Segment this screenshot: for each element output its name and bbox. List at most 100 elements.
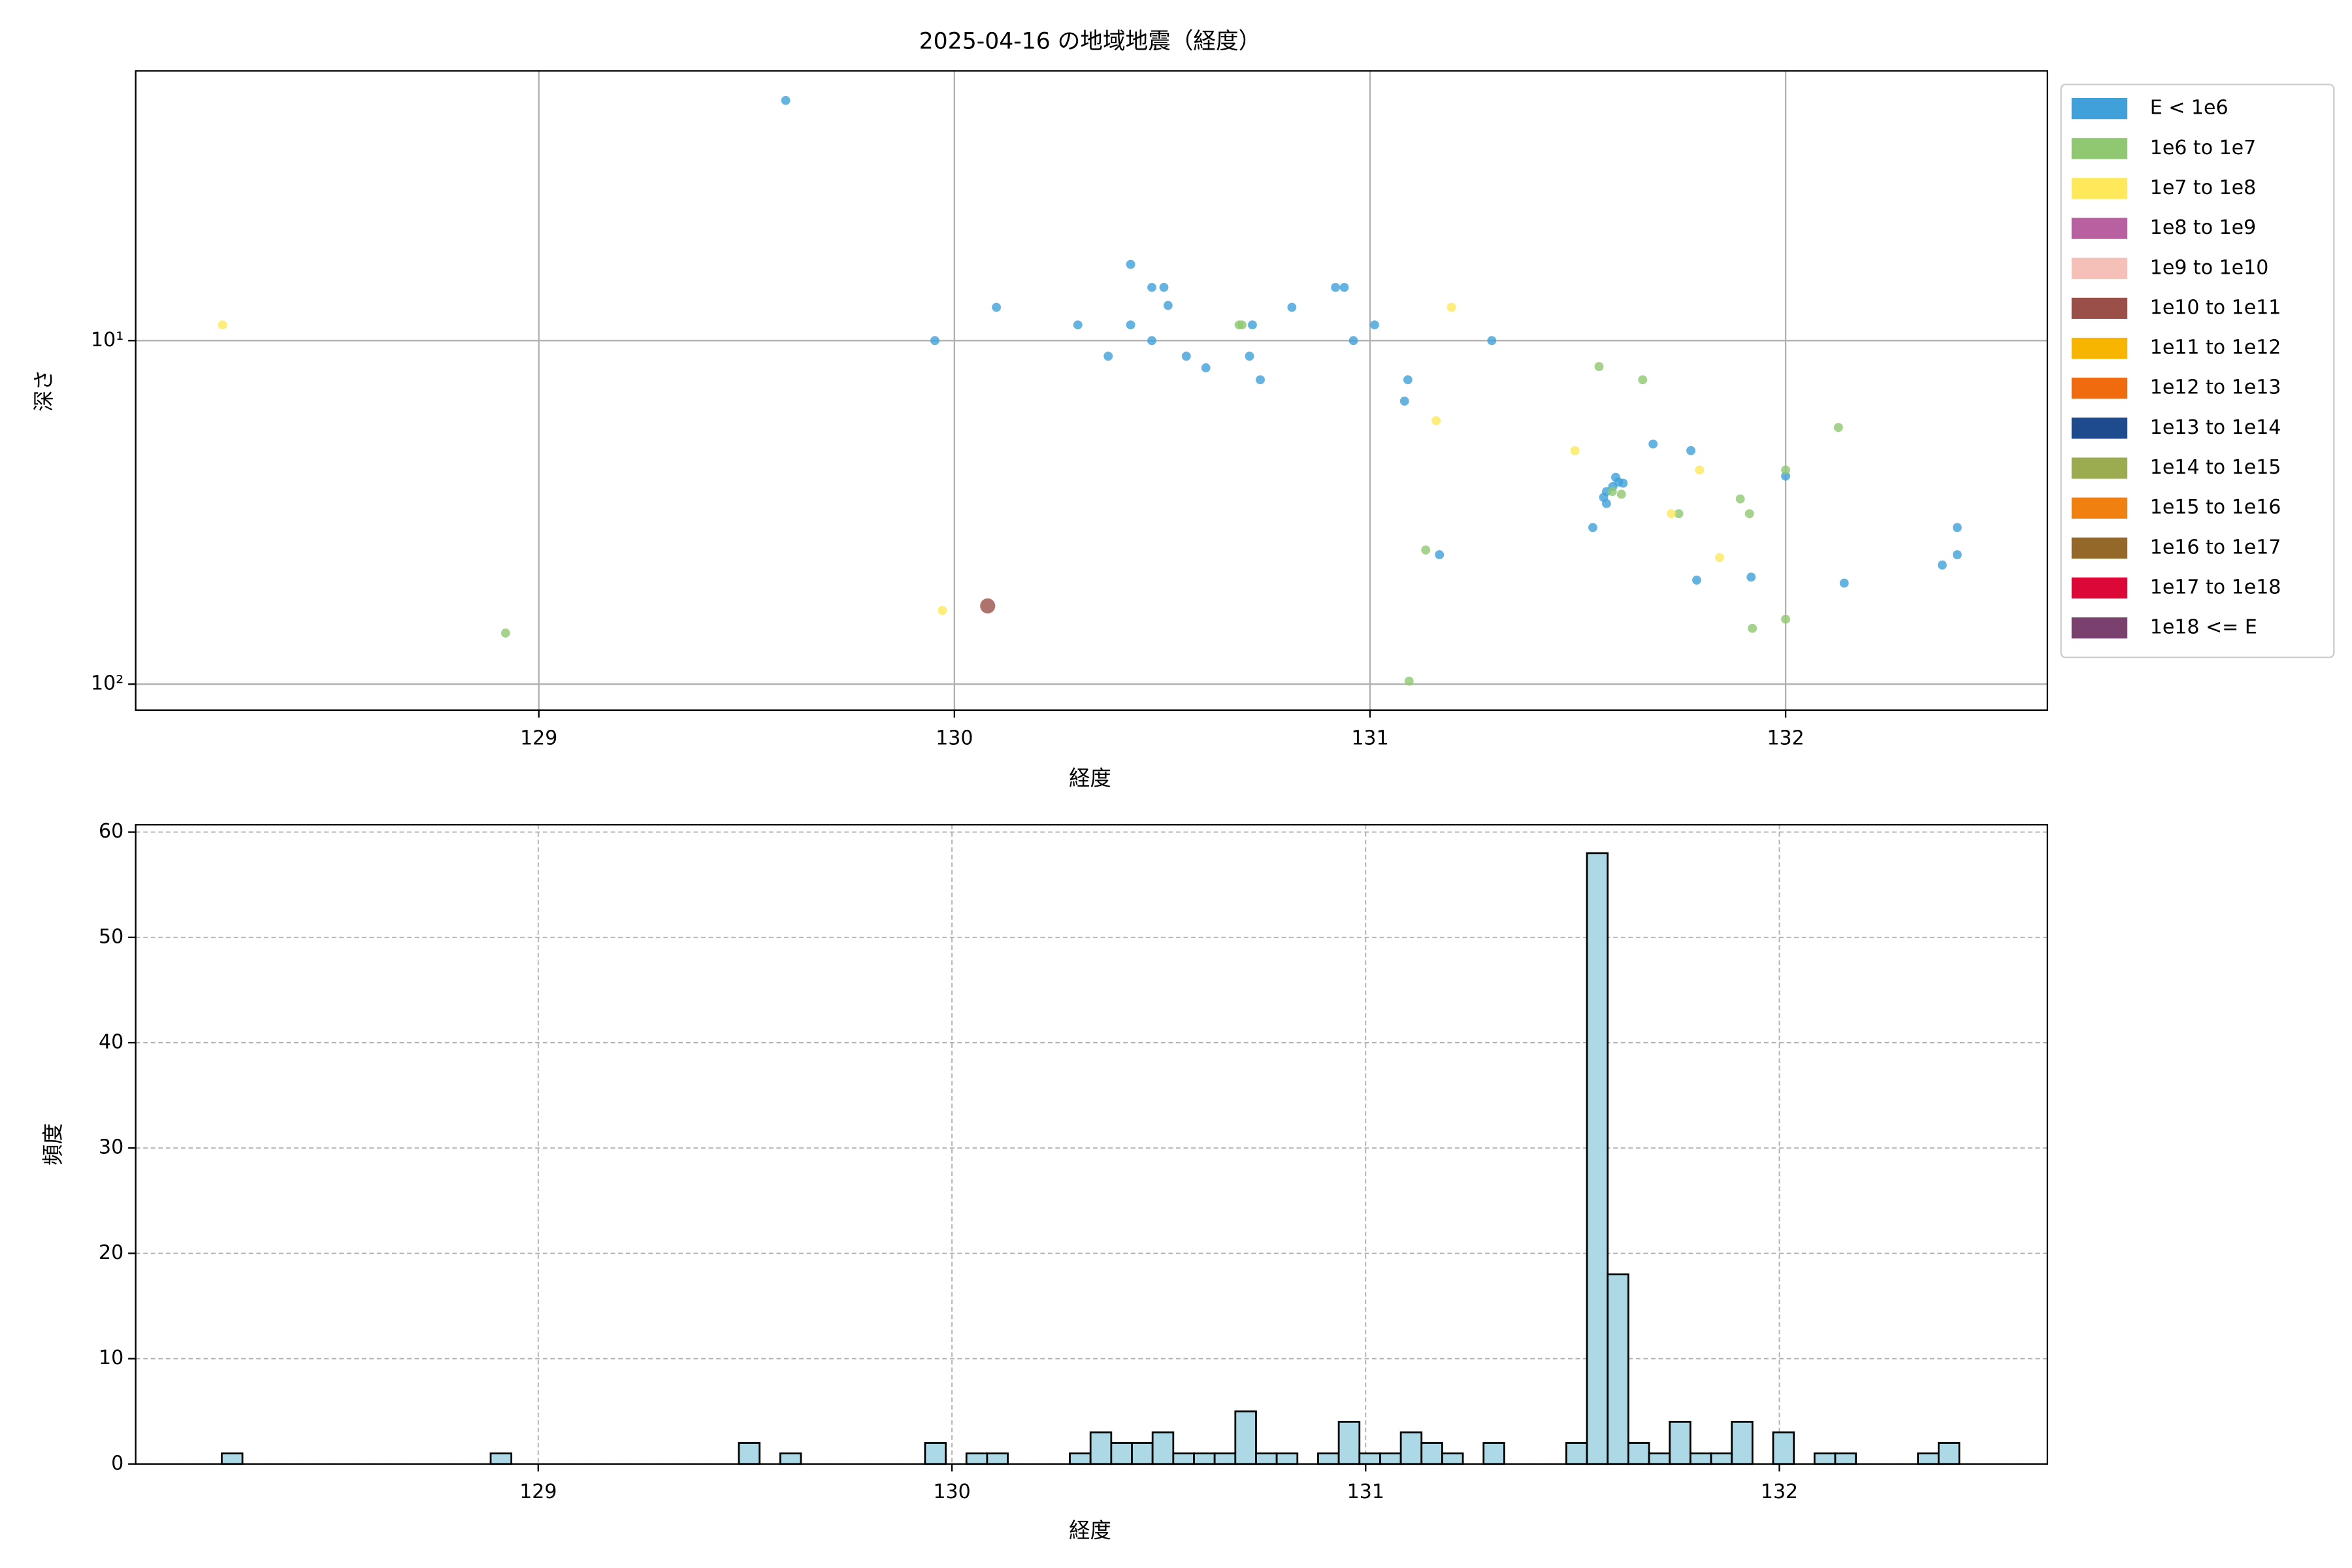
legend-swatch	[2071, 98, 2128, 120]
data-point	[1126, 259, 1135, 269]
data-point	[1607, 487, 1617, 497]
data-point	[992, 302, 1002, 312]
histogram-bar	[738, 1442, 760, 1465]
histogram-bar	[1917, 1452, 1940, 1465]
legend-swatch	[2071, 537, 2128, 559]
histogram-bar	[1275, 1452, 1299, 1465]
histogram-bar	[1669, 1420, 1691, 1465]
data-point	[1781, 614, 1791, 624]
x-tick-label: 131	[1351, 727, 1388, 749]
histogram-bar	[1131, 1442, 1154, 1465]
x-axis-label: 経度	[1069, 1518, 1111, 1543]
legend-label: 1e9 to 1e10	[2150, 256, 2269, 279]
data-point	[1648, 439, 1658, 449]
y-tick-label: 50	[99, 925, 123, 948]
data-point	[1674, 509, 1684, 519]
x-tick-label: 130	[936, 727, 973, 749]
data-point	[1616, 489, 1626, 499]
histogram-bar	[1337, 1420, 1361, 1465]
data-point	[1594, 362, 1604, 371]
legend-label: 1e16 to 1e17	[2150, 536, 2281, 559]
data-point	[218, 320, 227, 330]
data-point	[1404, 676, 1414, 686]
legend-label: 1e11 to 1e12	[2150, 336, 2281, 359]
data-point	[1686, 446, 1695, 455]
histogram-bar	[1069, 1452, 1092, 1465]
histogram-bar	[1358, 1452, 1381, 1465]
data-point	[1588, 523, 1597, 532]
histogram-bar	[1172, 1452, 1195, 1465]
x-tick-label: 132	[1767, 727, 1804, 749]
legend-label: 1e18 <= E	[2150, 616, 2257, 639]
histogram-bar	[924, 1442, 947, 1465]
legend-label: 1e17 to 1e18	[2150, 576, 2281, 599]
data-point	[1245, 351, 1254, 361]
histogram-bar	[1420, 1442, 1443, 1465]
x-tick-label: 130	[933, 1480, 970, 1503]
data-point	[1126, 320, 1135, 330]
legend-swatch	[2071, 457, 2128, 479]
histogram-bar	[221, 1452, 244, 1465]
legend-label: 1e14 to 1e15	[2150, 456, 2281, 479]
y-tick-label: 10¹	[91, 329, 123, 351]
legend-label: 1e13 to 1e14	[2150, 416, 2281, 439]
histogram-bar	[1689, 1452, 1712, 1465]
histogram-bar	[779, 1452, 802, 1465]
y-tick-label: 20	[99, 1241, 123, 1264]
legend-swatch	[2071, 617, 2128, 639]
histogram-bar	[1627, 1442, 1650, 1465]
y-tick-label: 10²	[91, 672, 123, 695]
data-point	[1147, 336, 1156, 346]
y-tick-label: 30	[99, 1136, 123, 1159]
legend-swatch	[2071, 297, 2128, 319]
histogram-bar	[1151, 1431, 1175, 1465]
histogram-bar	[1710, 1452, 1733, 1465]
data-point	[1181, 351, 1191, 361]
histogram-bar	[1110, 1442, 1133, 1465]
y-tick-label: 40	[99, 1030, 123, 1053]
legend-swatch	[2071, 577, 2128, 599]
y-tick-label: 60	[99, 820, 123, 843]
legend-label: 1e7 to 1e8	[2150, 176, 2256, 199]
data-point	[1201, 363, 1211, 372]
data-point	[1601, 498, 1611, 508]
data-point	[1487, 336, 1497, 346]
data-point	[1103, 351, 1113, 361]
histogram-bar	[986, 1452, 1009, 1465]
axes-frame	[135, 824, 2048, 1465]
data-point	[1248, 320, 1257, 330]
legend-swatch	[2071, 178, 2128, 199]
legend-swatch	[2071, 218, 2128, 239]
legend-swatch	[2071, 497, 2128, 519]
data-point	[1399, 397, 1409, 406]
data-point	[1348, 336, 1358, 346]
data-point	[1614, 477, 1624, 487]
x-tick-label: 131	[1347, 1480, 1384, 1503]
data-point	[1937, 560, 1947, 570]
data-point	[980, 598, 996, 614]
data-point	[1237, 320, 1247, 330]
legend-label: 1e10 to 1e11	[2150, 296, 2281, 319]
legend-swatch	[2071, 417, 2128, 439]
histogram-bar	[1648, 1452, 1671, 1465]
histogram-bar	[1255, 1452, 1278, 1465]
histogram-bar	[1379, 1452, 1402, 1465]
data-point	[1781, 465, 1791, 475]
y-axis-label: 頻度	[41, 1123, 65, 1166]
data-point	[1570, 446, 1580, 455]
data-point	[930, 336, 939, 346]
data-point	[1667, 509, 1676, 519]
legend-label: 1e8 to 1e9	[2150, 216, 2256, 239]
data-point	[1370, 320, 1379, 330]
histogram-bar	[1234, 1410, 1257, 1465]
legend-swatch	[2071, 257, 2128, 279]
legend-swatch	[2071, 337, 2128, 359]
histogram-bar	[1441, 1452, 1464, 1465]
data-point	[1833, 423, 1843, 433]
data-point	[1339, 282, 1349, 292]
histogram-bar	[1089, 1431, 1113, 1465]
histogram-bar	[1317, 1452, 1340, 1465]
data-point	[938, 606, 947, 615]
